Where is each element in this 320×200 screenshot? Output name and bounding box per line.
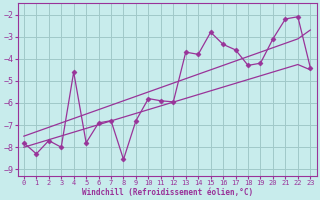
X-axis label: Windchill (Refroidissement éolien,°C): Windchill (Refroidissement éolien,°C)	[82, 188, 253, 197]
